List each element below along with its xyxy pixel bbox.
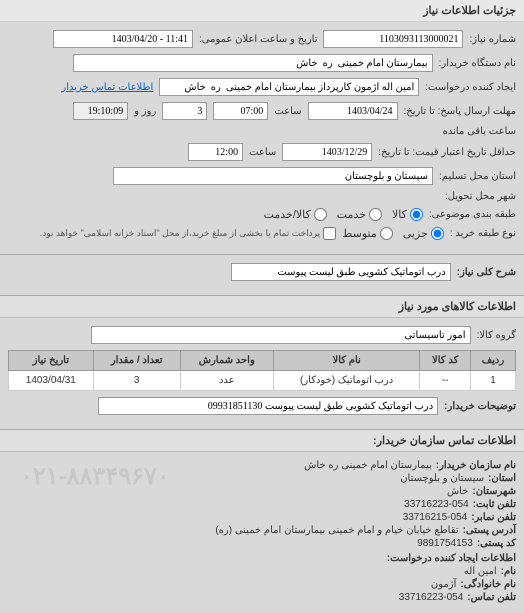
number-label: شماره نیاز: [469, 34, 516, 45]
remain-day-label: روز و [134, 106, 156, 117]
radio-medium[interactable] [380, 227, 393, 240]
th-date: تاریخ نیاز [9, 351, 94, 371]
time-label-1: ساعت [274, 106, 301, 117]
response-time-input[interactable] [213, 102, 268, 120]
org-value: بیمارستان امام خمینی ره خاش [304, 460, 432, 471]
response-label: مهلت ارسال پاسخ: تا تاریخ: [404, 106, 516, 117]
device-input[interactable] [73, 54, 433, 72]
postal-value: 9891754153 [417, 538, 473, 549]
postal-label: کد پستی: [477, 538, 516, 549]
category-label: طبقه بندی موضوعی: [429, 209, 516, 220]
cell-code: -- [420, 371, 471, 391]
creator-input[interactable] [159, 78, 419, 96]
category-radio-group: کالا خدمت کالا/خدمت [264, 208, 423, 221]
radio-medium-label: متوسط [342, 227, 377, 240]
name-label: نام: [501, 566, 516, 577]
th-name: نام کالا [273, 351, 420, 371]
time-label-2: ساعت [249, 147, 276, 158]
radio-goods-service[interactable] [314, 208, 327, 221]
remain-label: ساعت باقی مانده [443, 126, 516, 137]
device-label: نام دستگاه خریدار: [439, 58, 516, 69]
treasury-checkbox[interactable] [323, 227, 336, 240]
creator-label: ایجاد کننده درخواست: [425, 82, 516, 93]
c-province-value: سیستان و بلوچستان [400, 473, 484, 484]
tab-header: جزئیات اطلاعات نیاز [0, 0, 524, 22]
radio-service[interactable] [369, 208, 382, 221]
need-desc-label: شرح کلی نیاز: [457, 267, 516, 278]
radio-goods-label: کالا [392, 208, 407, 221]
c-city-label: شهرستان: [472, 486, 516, 497]
address-value: تقاطع خیابان خیام و امام خمینی بیمارستان… [215, 525, 458, 536]
org-label: نام سازمان خریدار: [436, 460, 516, 471]
th-qty: تعداد / مقدار [93, 351, 180, 371]
phone-label: تلفن ثابت: [473, 499, 516, 510]
family-label: نام خانوادگی: [460, 579, 516, 590]
req-phone-value: 33716223-054 [399, 592, 464, 603]
purchase-radio-group: جزیی متوسط [342, 227, 444, 240]
fax-value: 33716215-054 [403, 512, 468, 523]
radio-service-label: خدمت [337, 208, 366, 221]
req-phone-label: تلفن تماس: [467, 592, 516, 603]
fax-label: تلفن نمابر: [471, 512, 516, 523]
radio-goods[interactable] [410, 208, 423, 221]
group-label: گروه کالا: [477, 330, 516, 341]
validity-label: حداقل تاریخ اعتبار قیمت: تا تاریخ: [378, 147, 516, 158]
cell-row: 1 [470, 371, 515, 391]
radio-goods-service-label: کالا/خدمت [264, 208, 311, 221]
need-desc-section: شرح کلی نیاز: [0, 255, 524, 296]
cell-qty: 3 [93, 371, 180, 391]
number-input[interactable] [323, 30, 463, 48]
buyer-notes-label: توضیحات خریدار: [444, 401, 516, 412]
city-label: شهر محل تحویل: [445, 191, 516, 202]
cell-unit: عدد [180, 371, 273, 391]
remain-time-input [73, 102, 128, 120]
contact-section: ۰۲۱-۸۸۳۴۹۶۷۰ نام سازمان خریدار: بیمارستا… [0, 452, 524, 613]
phone-value: 33716223-054 [404, 499, 469, 510]
purchase-type-label: نوع طبقه خرید : [450, 228, 516, 239]
tab-title: جزئیات اطلاعات نیاز [423, 5, 516, 17]
public-date-input[interactable] [53, 30, 193, 48]
items-table: ردیف کد کالا نام کالا واحد شمارش تعداد /… [8, 350, 516, 391]
cell-name: درب اتوماتیک (خودکار) [273, 371, 420, 391]
c-province-label: استان: [488, 473, 516, 484]
validity-date-input[interactable] [282, 143, 372, 161]
cell-date: 1403/04/31 [9, 371, 94, 391]
radio-retail-label: جزیی [403, 227, 428, 240]
public-date-label: تاریخ و ساعت اعلان عمومی: [199, 34, 318, 45]
header-section: شماره نیاز: تاریخ و ساعت اعلان عمومی: نا… [0, 22, 524, 255]
address-label: آدرس پستی: [463, 525, 516, 536]
need-desc-input[interactable] [231, 263, 451, 281]
family-value: آژمون [431, 579, 456, 590]
validity-time-input[interactable] [188, 143, 243, 161]
remain-days-input [162, 102, 207, 120]
name-value: امین اله [464, 566, 497, 577]
province-label: استان محل تسلیم: [439, 171, 516, 182]
group-input[interactable] [91, 326, 471, 344]
response-date-input[interactable] [308, 102, 398, 120]
province-input[interactable] [113, 167, 433, 185]
th-unit: واحد شمارش [180, 351, 273, 371]
contact-link[interactable]: اطلاعات تماس خریدار [61, 82, 153, 93]
requester-title: اطلاعات ایجاد کننده درخواست: [387, 553, 516, 564]
th-code: کد کالا [420, 351, 471, 371]
table-row[interactable]: 1 -- درب اتوماتیک (خودکار) عدد 3 1403/04… [9, 371, 516, 391]
items-section-title: اطلاعات کالاهای مورد نیاز [0, 296, 524, 318]
items-section: گروه کالا: ردیف کد کالا نام کالا واحد شم… [0, 318, 524, 430]
contact-section-title: اطلاعات تماس سازمان خریدار: [0, 430, 524, 452]
treasury-note: پرداخت تمام یا بخشی از مبلغ خرید،از محل … [40, 228, 320, 239]
c-city-value: خاش [447, 486, 468, 497]
buyer-notes-input[interactable] [98, 397, 438, 415]
th-row: ردیف [470, 351, 515, 371]
radio-retail[interactable] [431, 227, 444, 240]
